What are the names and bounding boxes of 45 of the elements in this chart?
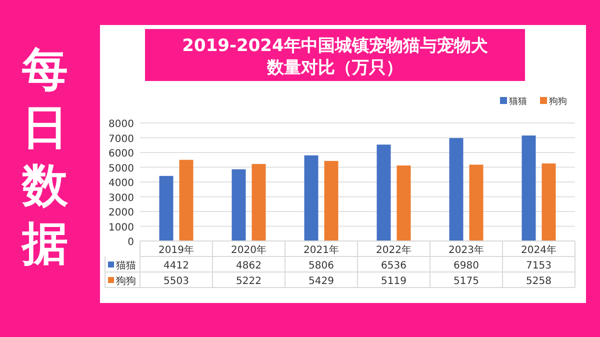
legend-label: 猫猫 [509,96,527,107]
y-tick-label: 3000 [108,192,134,204]
bar [376,144,391,241]
bar [232,169,246,241]
data-label: 5429 [308,276,334,287]
annotation: 每日数据 [22,42,68,270]
x-tick-label: 2022年 [376,244,412,256]
legend-label: 狗狗 [549,96,567,107]
y-tick-label: 8000 [108,119,134,130]
y-tick-label: 4000 [108,178,134,189]
data-label: 7153 [526,260,552,272]
y-tick-label: 2000 [108,208,134,218]
bar [449,138,464,241]
data-label: 5175 [454,276,479,287]
text: 狗狗 [116,276,136,287]
y-tick-label: 1000 [108,222,134,234]
text: 猫猫 [116,260,136,272]
data-label: 5258 [526,276,552,287]
y-tick-label: 6000 [108,148,134,160]
y-tick-label: 7000 [108,134,134,145]
bar [396,165,411,241]
data-label: 4862 [236,260,262,272]
data-label: 6536 [381,260,406,272]
data-label: 5503 [164,276,189,287]
chart-title: 2019-2024年中国城镇宠物猫与宠物犬数量对比（万只） [182,36,489,78]
bar [469,164,484,241]
x-tick-label: 2024年 [521,244,556,256]
x-tick-label: 2019年 [158,244,194,256]
bar [304,155,318,241]
x-tick-label: 2021年 [304,244,339,256]
bar [179,160,194,241]
data-label: 5119 [381,276,406,287]
bar [522,135,536,241]
data-label: 5222 [236,276,262,287]
bar [324,160,338,241]
bar [542,163,556,241]
y-tick-label: 5000 [108,163,134,174]
x-tick-label: 2020年 [231,244,266,256]
x-tick-label: 2023年 [448,244,484,256]
y-tick-label: 0 [128,237,134,248]
data-label: 5806 [308,260,334,272]
data-label: 4412 [164,260,189,272]
data-label: 6980 [454,260,479,272]
bar [252,164,266,241]
bar [159,176,174,241]
